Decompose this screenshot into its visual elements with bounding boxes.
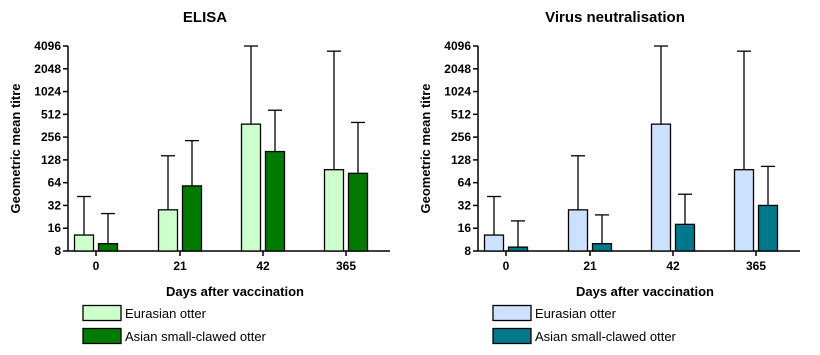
elisa-chart: ELISA 8 16 32 64 128 256 512 1024 2048 4096 Geometr… [8, 9, 390, 345]
bar-asian-small-clawed-otter [181, 185, 203, 252]
legend-label-eurasian-otter: Eurasian otter [125, 306, 207, 321]
bar-asian-small-clawed-otter [347, 172, 369, 252]
legend-swatch-asian-small-clawed-otter [492, 327, 532, 345]
y-tick-label: 4096 [444, 39, 471, 53]
bar-eurasian-otter [240, 123, 262, 252]
y-tick-label: 256 [451, 130, 471, 144]
y-axis-title: Geometric mean titre [8, 83, 23, 213]
bar-asian-small-clawed-otter [97, 243, 119, 252]
bar-asian-small-clawed-otter [591, 243, 613, 252]
y-tick-label: 16 [48, 221, 62, 235]
x-tick-label: 365 [746, 259, 766, 273]
chart-title: Virus neutralisation [545, 9, 685, 26]
virus-neutralisation-chart: Virus neutralisation 8 16 32 64 128 256 512 1024… [418, 9, 800, 345]
bar-asian-small-clawed-otter [757, 204, 779, 252]
y-tick-label: 32 [48, 198, 62, 212]
bar-eurasian-otter [650, 123, 672, 252]
legend-swatch-asian-small-clawed-otter [82, 327, 122, 345]
y-tick-label: 128 [451, 153, 471, 167]
y-tick-label: 64 [458, 176, 472, 190]
y-tick-label: 1024 [34, 85, 61, 99]
y-tick-label: 512 [41, 107, 61, 121]
x-tick-label: 21 [173, 259, 187, 273]
elisa-chart-panel: ELISA 8 16 32 64 128 256 512 1024 2048 4096 Geometr… [8, 9, 390, 345]
virus-neutralisation-chart-panel: Virus neutralisation 8 16 32 64 128 256 512 1024… [410, 0, 820, 355]
y-tick-label: 2048 [444, 62, 471, 76]
y-axis-title: Geometric mean titre [418, 83, 433, 213]
bar-eurasian-otter [483, 234, 505, 252]
x-tick-label: 21 [583, 259, 597, 273]
bar-eurasian-otter [323, 169, 345, 252]
bar-eurasian-otter [567, 209, 589, 252]
y-tick-label: 4096 [34, 39, 61, 53]
y-tick-label: 256 [41, 130, 61, 144]
x-axis-title: Days after vaccination [576, 284, 714, 299]
bar-eurasian-otter [733, 169, 755, 252]
bar-asian-small-clawed-otter [507, 246, 529, 252]
x-tick-label: 0 [503, 259, 510, 273]
y-tick-label: 1024 [444, 85, 471, 99]
y-tick-label: 512 [451, 107, 471, 121]
y-tick-label: 128 [41, 153, 61, 167]
x-tick-label: 365 [336, 259, 356, 273]
legend-label-asian-small-clawed-otter: Asian small-clawed otter [125, 329, 267, 344]
legend-label-eurasian-otter: Eurasian otter [535, 306, 617, 321]
y-tick-label: 16 [458, 221, 472, 235]
x-axis-title: Days after vaccination [166, 284, 304, 299]
bar-asian-small-clawed-otter [674, 223, 696, 252]
y-tick-label: 2048 [34, 62, 61, 76]
legend-label-asian-small-clawed-otter: Asian small-clawed otter [535, 329, 677, 344]
y-tick-label: 64 [48, 176, 62, 190]
bar-asian-small-clawed-otter [264, 150, 286, 252]
y-tick-label: 8 [464, 244, 471, 258]
x-tick-label: 0 [93, 259, 100, 273]
bar-eurasian-otter [73, 234, 95, 252]
x-tick-label: 42 [666, 259, 680, 273]
legend-swatch-eurasian-otter [82, 304, 122, 322]
bar-eurasian-otter [157, 209, 179, 252]
y-tick-label: 8 [54, 244, 61, 258]
y-tick-label: 32 [458, 198, 472, 212]
legend-swatch-eurasian-otter [492, 304, 532, 322]
chart-title: ELISA [183, 9, 227, 26]
x-tick-label: 42 [256, 259, 270, 273]
